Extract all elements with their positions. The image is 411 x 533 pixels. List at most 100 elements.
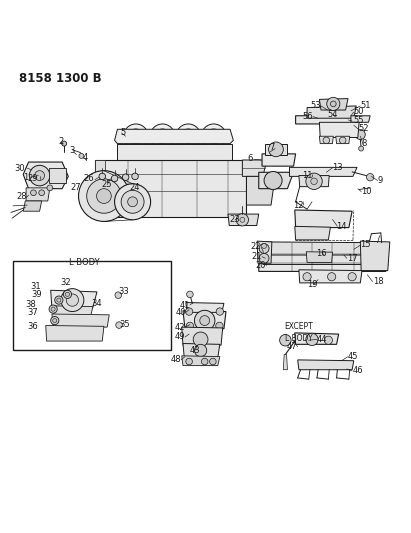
Circle shape	[97, 189, 111, 204]
Circle shape	[63, 290, 72, 298]
Text: 49: 49	[175, 333, 185, 342]
Circle shape	[51, 307, 55, 311]
Circle shape	[185, 308, 193, 315]
Polygon shape	[259, 172, 293, 189]
Text: 39: 39	[31, 290, 42, 299]
Circle shape	[30, 190, 36, 196]
Text: 36: 36	[28, 322, 38, 331]
Text: 20: 20	[256, 261, 266, 270]
Bar	[13, 261, 171, 351]
Text: 28: 28	[17, 192, 27, 201]
Text: 8158 1300 B: 8158 1300 B	[19, 72, 102, 85]
Text: 38: 38	[25, 300, 36, 309]
Polygon shape	[295, 210, 352, 228]
Circle shape	[264, 172, 282, 190]
Text: 40: 40	[175, 308, 186, 317]
Circle shape	[121, 190, 144, 213]
Text: 32: 32	[60, 278, 71, 287]
Text: 1: 1	[23, 173, 28, 182]
Circle shape	[328, 273, 336, 281]
Circle shape	[51, 317, 59, 325]
Polygon shape	[183, 343, 220, 358]
Polygon shape	[319, 122, 359, 138]
Polygon shape	[306, 252, 332, 262]
Polygon shape	[228, 214, 259, 225]
Text: 42: 42	[175, 322, 185, 332]
Text: 46: 46	[352, 367, 363, 375]
Circle shape	[324, 336, 332, 344]
Circle shape	[87, 179, 121, 213]
Polygon shape	[46, 326, 104, 341]
Text: 7: 7	[269, 143, 274, 152]
Circle shape	[262, 244, 266, 248]
Text: 2: 2	[59, 136, 64, 146]
Text: 18: 18	[373, 277, 383, 286]
Circle shape	[200, 316, 210, 326]
Text: 25: 25	[101, 180, 112, 189]
Circle shape	[65, 292, 69, 296]
Polygon shape	[266, 242, 385, 255]
Text: 53: 53	[310, 101, 321, 110]
Circle shape	[132, 173, 139, 180]
Circle shape	[79, 171, 129, 221]
Text: 51: 51	[360, 101, 371, 110]
Polygon shape	[242, 160, 267, 176]
Polygon shape	[336, 136, 350, 143]
Circle shape	[359, 146, 364, 151]
Text: 26: 26	[83, 174, 94, 183]
Circle shape	[150, 124, 175, 149]
Text: 3: 3	[70, 147, 75, 156]
Polygon shape	[259, 263, 388, 271]
Circle shape	[240, 217, 245, 222]
Circle shape	[29, 165, 50, 186]
Text: 43: 43	[190, 345, 201, 354]
Text: 54: 54	[327, 110, 338, 119]
Text: 11: 11	[302, 171, 313, 180]
Text: 22: 22	[250, 243, 261, 252]
Polygon shape	[49, 168, 66, 182]
Text: EXCEPT
L BODY: EXCEPT L BODY	[284, 322, 313, 343]
Circle shape	[201, 358, 208, 365]
Circle shape	[367, 174, 374, 181]
Circle shape	[323, 137, 330, 143]
Circle shape	[57, 298, 61, 302]
Circle shape	[55, 296, 63, 304]
Polygon shape	[186, 303, 224, 312]
Polygon shape	[257, 241, 272, 263]
Text: 35: 35	[120, 320, 130, 329]
Circle shape	[306, 333, 318, 345]
Polygon shape	[307, 106, 356, 118]
Text: 10: 10	[361, 187, 372, 196]
Polygon shape	[53, 306, 93, 316]
Circle shape	[279, 335, 291, 346]
Text: 5: 5	[120, 127, 125, 136]
Circle shape	[111, 175, 118, 182]
Text: 47: 47	[287, 342, 298, 351]
Text: 24: 24	[129, 183, 139, 192]
Text: 9: 9	[378, 176, 383, 185]
Polygon shape	[26, 188, 50, 201]
Circle shape	[116, 322, 122, 328]
Polygon shape	[351, 116, 370, 122]
Polygon shape	[295, 227, 330, 240]
Polygon shape	[299, 175, 329, 187]
Polygon shape	[283, 354, 287, 370]
Circle shape	[35, 171, 44, 181]
Text: 23: 23	[230, 215, 240, 224]
Text: 55: 55	[353, 116, 363, 125]
Text: 27: 27	[70, 182, 81, 191]
Circle shape	[206, 129, 221, 143]
Text: 21: 21	[252, 252, 262, 261]
Circle shape	[62, 141, 67, 146]
Text: 14: 14	[337, 222, 347, 231]
Circle shape	[186, 358, 192, 365]
Polygon shape	[183, 311, 226, 329]
Text: 45: 45	[348, 352, 358, 361]
Text: 50: 50	[354, 107, 364, 116]
Text: 4: 4	[83, 154, 88, 163]
Circle shape	[66, 294, 79, 306]
Text: 48: 48	[170, 356, 181, 365]
Circle shape	[259, 253, 269, 263]
Circle shape	[187, 291, 193, 297]
Polygon shape	[118, 143, 232, 166]
